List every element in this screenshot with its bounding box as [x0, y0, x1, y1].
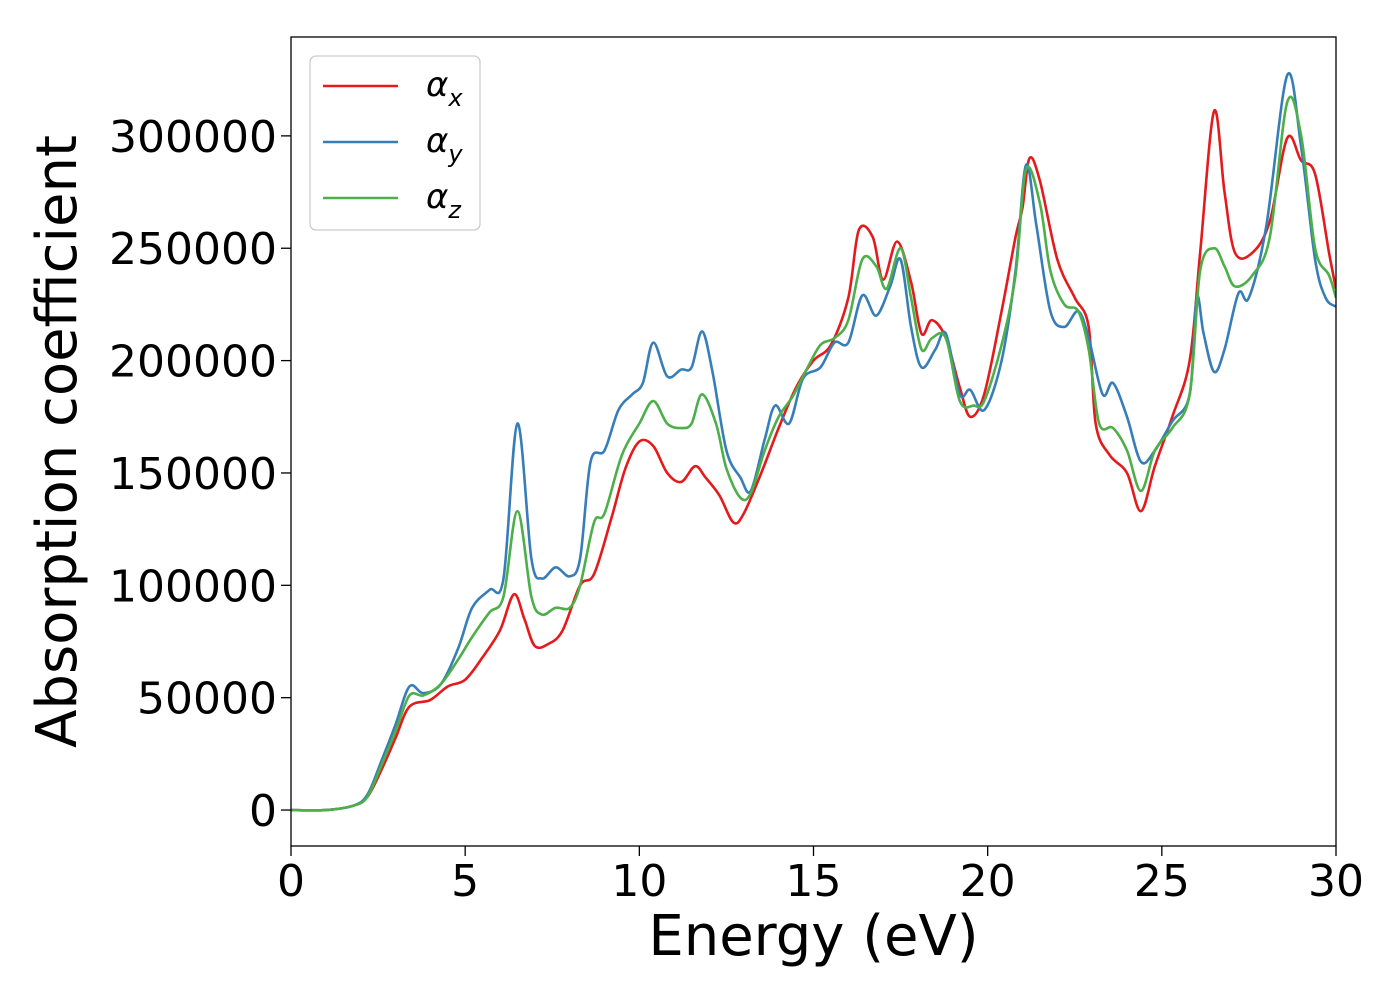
legend-label-symbol: α [426, 177, 448, 217]
x-tick-label: 0 [277, 856, 305, 907]
x-axis: 0 5 10 15 20 25 30 [277, 846, 1364, 907]
y-tick-label: 50000 [137, 674, 277, 725]
y-tick-label: 250000 [109, 224, 277, 275]
legend-label-subscript: y [447, 140, 463, 168]
y-tick-label: 200000 [109, 337, 277, 388]
series-line-x [291, 108, 1336, 812]
legend-label-x: αx [426, 65, 463, 112]
y-tick-label: 150000 [109, 449, 277, 500]
legend-label-z: αz [426, 177, 462, 224]
y-tick-label: 300000 [109, 112, 277, 163]
x-tick-label: 30 [1308, 856, 1364, 907]
x-tick-label: 10 [611, 856, 667, 907]
x-tick-label: 20 [960, 856, 1016, 907]
x-axis-label: Energy (eV) [648, 904, 978, 969]
legend-label-symbol: α [426, 65, 448, 105]
legend-label-subscript: x [447, 84, 463, 112]
series-line-z [291, 95, 1336, 812]
y-axis-label: Absorption coefficient [25, 135, 90, 748]
plot-lines [291, 71, 1336, 812]
y-axis: 0 50000 100000 150000 200000 250000 300000 [109, 112, 291, 837]
x-tick-label: 5 [451, 856, 479, 907]
legend-label-y: αy [426, 121, 463, 168]
y-tick-label: 100000 [109, 561, 277, 612]
legend-label-subscript: z [447, 196, 462, 224]
x-tick-label: 25 [1134, 856, 1190, 907]
y-tick-label: 0 [249, 786, 277, 837]
legend-label-symbol: α [426, 121, 448, 161]
x-tick-label: 15 [786, 856, 842, 907]
